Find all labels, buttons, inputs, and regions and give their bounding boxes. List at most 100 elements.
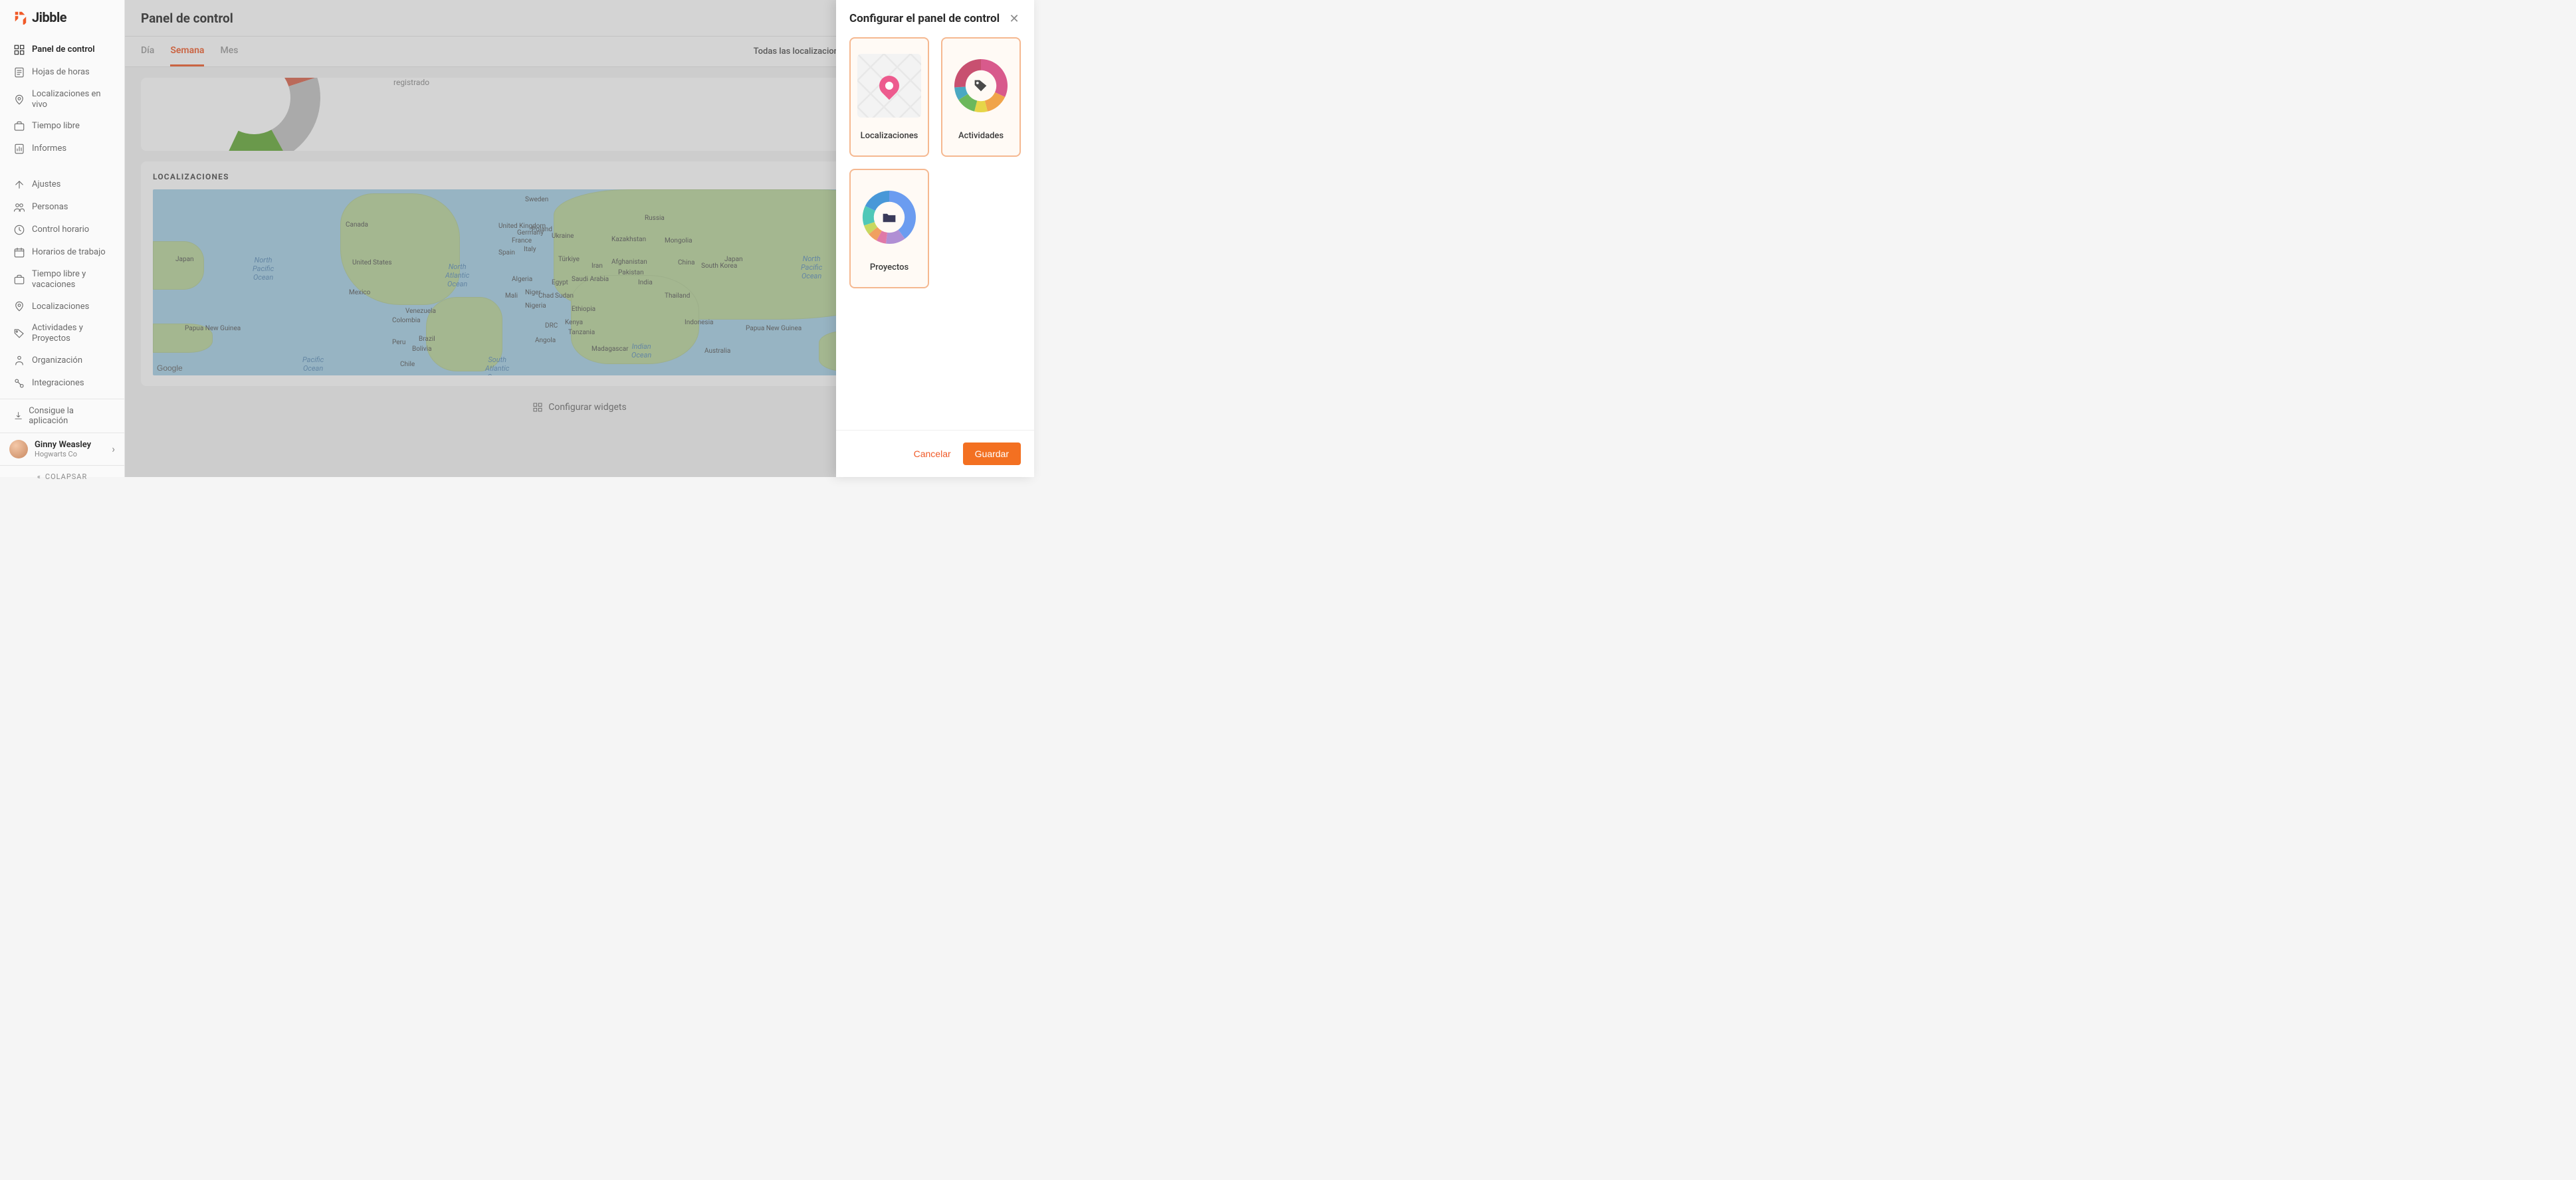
schedule-icon [13, 246, 25, 258]
map-country-label: Chile [400, 361, 415, 368]
pin-icon [875, 71, 903, 99]
map-country-label: Mongolia [665, 237, 693, 245]
sidebar-item-label: Informes [32, 144, 66, 154]
widget-option-activities[interactable]: Actividades [941, 37, 1021, 157]
widget-label: Actividades [958, 131, 1004, 141]
sidebar-item-label: Actividades y Proyectos [32, 323, 111, 344]
chevron-left-icon: « [37, 472, 41, 481]
brand-logo[interactable]: Jibble [0, 0, 124, 35]
sidebar-item-label: Control horario [32, 225, 89, 235]
map-country-label: Brazil [419, 336, 435, 343]
map-country-label: Japan [724, 256, 743, 263]
sidebar-item-briefcase[interactable]: Tiempo libre [0, 115, 124, 138]
user-menu[interactable]: Ginny Weasley Hogwarts Co › [0, 433, 124, 465]
widget-label: Proyectos [870, 262, 909, 272]
sidebar-item-label: Panel de control [32, 45, 95, 55]
collapse-label: COLAPSAR [45, 472, 87, 481]
map-country-label: Chad [538, 292, 554, 300]
map-country-label: Italy [524, 246, 536, 253]
map-country-label: Madagascar [591, 345, 629, 353]
map-country-label: Mexico [349, 289, 370, 296]
sidebar-item-integrations[interactable]: Integraciones [0, 372, 124, 395]
map-country-label: Papua New Guinea [185, 325, 241, 332]
map-country-label: Sudan [555, 292, 574, 300]
people-icon [13, 201, 25, 213]
get-app-label: Consigue la aplicación [29, 406, 111, 426]
sidebar-item-briefcase[interactable]: Tiempo libre y vacaciones [0, 264, 124, 295]
sidebar-item-schedule[interactable]: Horarios de trabajo [0, 241, 124, 264]
close-icon[interactable]: ✕ [1008, 12, 1021, 25]
map-country-label: Pakistan [618, 269, 644, 276]
sidebar-item-tag[interactable]: Actividades y Proyectos [0, 318, 124, 349]
get-app-link[interactable]: Consigue la aplicación [0, 399, 124, 433]
sidebar-item-clock[interactable]: Control horario [0, 219, 124, 241]
map-ocean-label: SouthAtlanticOcean [485, 355, 509, 375]
map-ocean-label: PacificOcean [302, 355, 324, 373]
widget-option-locations[interactable]: Localizaciones [849, 37, 929, 157]
tab-semana[interactable]: Semana [170, 37, 204, 66]
map-country-label: Angola [535, 337, 556, 344]
nav-secondary: AjustesPersonas Control horario Horarios d… [0, 169, 124, 398]
map-country-label: Spain [498, 249, 515, 256]
map-ocean-label: NorthPacificOcean [801, 254, 822, 281]
user-subtitle: Hogwarts Co [35, 450, 105, 458]
map-country-label: Ukraine [552, 233, 574, 240]
map-country-label: Saudi Arabia [572, 276, 609, 283]
sidebar-item-report[interactable]: Informes [0, 138, 124, 160]
timesheet-icon [13, 66, 25, 78]
cancel-button[interactable]: Cancelar [911, 442, 954, 465]
location-icon [13, 94, 25, 106]
report-icon [13, 143, 25, 155]
settings-up-icon [13, 179, 25, 191]
map-country-label: France [512, 237, 532, 245]
tab-mes[interactable]: Mes [220, 37, 238, 66]
map-country-label: Mali [505, 292, 518, 300]
map-country-label: Kenya [565, 319, 583, 326]
map-country-label: Nigeria [525, 302, 546, 310]
sidebar-item-location[interactable]: Localizaciones [0, 295, 124, 318]
activities-donut-preview [949, 54, 1013, 118]
brand-icon [13, 10, 28, 25]
user-name: Ginny Weasley [35, 440, 105, 450]
map-country-label: Colombia [392, 317, 421, 324]
period-tabs: Día Semana Mes [141, 37, 238, 66]
sidebar-item-people[interactable]: Personas [0, 196, 124, 219]
avatar [9, 440, 28, 458]
location-icon [13, 300, 25, 312]
map-pin-preview [857, 54, 921, 118]
map-country-label: India [638, 279, 653, 286]
sidebar-item-label: Integraciones [32, 378, 84, 389]
sidebar-item-org[interactable]: Organización [0, 349, 124, 372]
widgets-icon [532, 402, 543, 413]
download-icon [13, 411, 23, 421]
map-country-label: DRC [545, 322, 558, 330]
widget-option-projects[interactable]: Proyectos [849, 169, 929, 288]
sidebar-item-dashboard[interactable]: Panel de control [0, 39, 124, 61]
tab-día[interactable]: Día [141, 37, 154, 66]
map-country-label: Russia [645, 215, 665, 222]
map-country-label: Egypt [552, 279, 568, 286]
sidebar-item-label: Organización [32, 355, 82, 366]
save-button[interactable]: Guardar [963, 442, 1021, 465]
widget-label: Localizaciones [861, 131, 918, 141]
sidebar: Jibble Panel de controlHojas de horasLoc… [0, 0, 125, 477]
sidebar-item-settings-up[interactable]: Ajustes [0, 173, 124, 196]
chevron-right-icon: › [112, 442, 115, 455]
briefcase-icon [13, 274, 25, 286]
nav-primary: Panel de control Hojas de horasLocalizaci… [0, 35, 124, 164]
collapse-sidebar-button[interactable]: « COLAPSAR [0, 465, 124, 488]
map-country-label: Algeria [512, 276, 532, 283]
sidebar-item-label: Tiempo libre y vacaciones [32, 269, 111, 290]
map-country-label: China [678, 259, 695, 266]
map-country-label: Iran [591, 262, 603, 270]
sidebar-item-location[interactable]: Localizaciones en vivo [0, 84, 124, 115]
map-country-label: Kazakhstan [611, 236, 646, 243]
brand-name: Jibble [32, 9, 66, 25]
chart-legend-label: registrado [393, 78, 429, 87]
map-country-label: Indonesia [685, 319, 713, 326]
integrations-icon [13, 377, 25, 389]
configure-widgets-label: Configurar widgets [548, 402, 626, 413]
briefcase-icon [13, 120, 25, 132]
sidebar-item-timesheet[interactable]: Hojas de horas [0, 61, 124, 84]
clock-icon [13, 224, 25, 236]
